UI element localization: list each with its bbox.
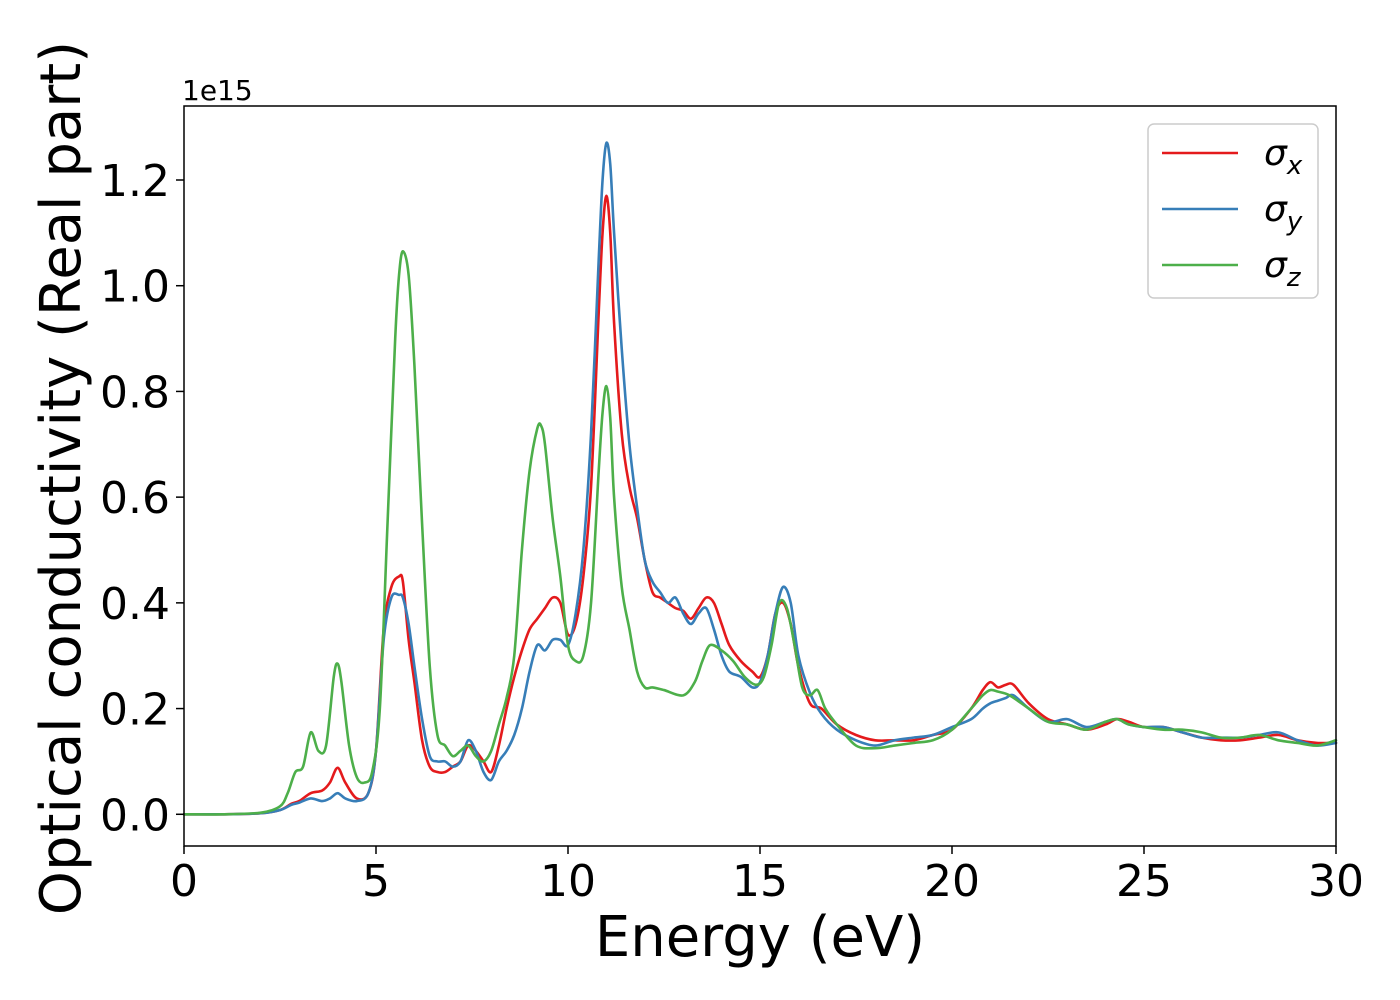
x-tick-label: 15 [732, 856, 788, 907]
legend: σx σy σz [1147, 123, 1319, 299]
y-axis: 0.0 0.2 0.4 0.6 0.8 1.0 1.2 [100, 156, 184, 841]
x-tick-label: 30 [1308, 856, 1364, 907]
legend-label-z: σz [1264, 245, 1302, 293]
y-tick-label: 0.6 [100, 473, 170, 524]
legend-items: σx σy σz [1162, 133, 1303, 293]
y-offset-label: 1e15 [182, 74, 253, 107]
x-axis: 0 5 10 15 20 25 30 [170, 846, 1364, 907]
x-tick-label: 20 [924, 856, 980, 907]
x-tick-label: 0 [170, 856, 198, 907]
legend-label-x: σx [1264, 133, 1303, 181]
x-tick-label: 25 [1116, 856, 1172, 907]
y-tick-label: 0.2 [100, 685, 170, 736]
y-tick-label: 1.2 [100, 156, 170, 207]
plot-background [184, 106, 1336, 846]
series-line-z [182, 250, 1338, 816]
y-tick-label: 1.0 [100, 262, 170, 313]
y-axis-label: Optical conductivity (Real part) [29, 41, 94, 915]
series-layer [182, 141, 1338, 816]
y-tick-label: 0.0 [100, 790, 170, 841]
legend-label-y: σy [1264, 189, 1303, 237]
x-axis-label: Energy (eV) [595, 905, 925, 970]
y-tick-label: 0.8 [100, 367, 170, 418]
x-tick-label: 10 [540, 856, 596, 907]
y-tick-label: 0.4 [100, 579, 170, 630]
x-tick-label: 5 [362, 856, 390, 907]
legend-box [1147, 123, 1319, 299]
